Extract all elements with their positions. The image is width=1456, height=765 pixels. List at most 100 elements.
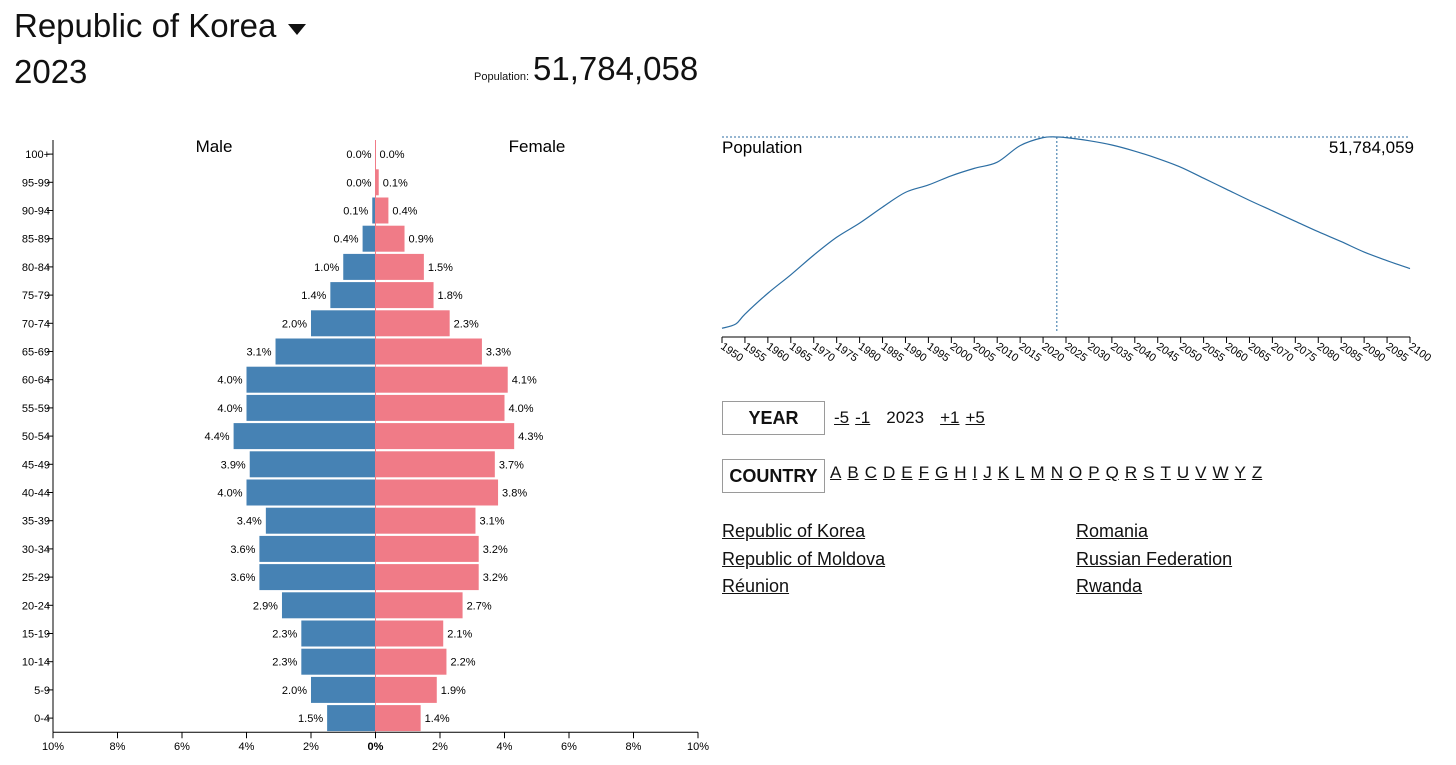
female-value-label: 3.8%: [502, 488, 527, 500]
male-bar: [259, 535, 376, 562]
year-button[interactable]: YEAR: [722, 401, 825, 435]
dropdown-caret-icon[interactable]: [288, 23, 307, 35]
age-group-label: 40-44: [22, 488, 50, 500]
male-value-label: 4.4%: [205, 431, 230, 443]
age-group-label: 85-89: [22, 234, 50, 246]
letter-link[interactable]: E: [901, 463, 913, 482]
age-group-label: 30-34: [22, 544, 50, 556]
letter-link[interactable]: F: [918, 463, 929, 482]
letter-link[interactable]: D: [882, 463, 896, 482]
letter-link[interactable]: Q: [1105, 463, 1119, 482]
letter-link[interactable]: V: [1195, 463, 1207, 482]
letter-link[interactable]: N: [1050, 463, 1063, 482]
country-link[interactable]: Réunion: [722, 576, 790, 596]
male-value-label: 4.0%: [217, 403, 242, 415]
age-group-label: 65-69: [22, 347, 50, 359]
letter-link[interactable]: H: [954, 463, 967, 482]
female-value-label: 3.2%: [483, 544, 508, 556]
age-group-label: 35-39: [22, 516, 50, 528]
letter-link[interactable]: B: [847, 463, 859, 482]
x-tick-label: 1970: [810, 341, 837, 365]
female-value-label: 4.1%: [512, 375, 537, 387]
female-value-label: 4.3%: [518, 431, 543, 443]
female-bar: [375, 676, 437, 703]
letter-link[interactable]: S: [1143, 463, 1155, 482]
country-link[interactable]: Rwanda: [1076, 576, 1143, 596]
x-tick-label: 1990: [902, 341, 929, 365]
x-tick-label: 2030: [1085, 341, 1112, 365]
year-minus1-link[interactable]: -1: [855, 408, 871, 427]
country-link[interactable]: Republic of Moldova: [722, 548, 886, 569]
x-tick-label: 2000: [948, 341, 975, 365]
letter-link[interactable]: Z: [1251, 463, 1263, 482]
year-plus5-link[interactable]: +5: [965, 408, 985, 427]
x-tick-label: 6%: [174, 741, 190, 753]
country-link[interactable]: Romania: [1076, 521, 1149, 541]
letter-link[interactable]: M: [1030, 463, 1045, 482]
x-tick-label: 2045: [1154, 341, 1181, 365]
x-tick-label: 1965: [787, 341, 814, 365]
female-value-label: 2.7%: [467, 600, 492, 612]
letter-link[interactable]: L: [1015, 463, 1025, 482]
male-value-label: 0.0%: [346, 177, 371, 189]
male-bar: [265, 507, 376, 534]
line-chart-title: Population: [722, 138, 802, 157]
age-group-label: 0-4: [34, 713, 50, 725]
female-value-label: 1.9%: [441, 685, 466, 697]
country-title[interactable]: Republic of Korea: [14, 4, 307, 48]
female-value-label: 0.1%: [383, 177, 408, 189]
x-tick-label: 2010: [993, 341, 1020, 365]
letter-link[interactable]: A: [830, 463, 842, 482]
female-bar: [375, 564, 479, 591]
year-plus1-link[interactable]: +1: [940, 408, 960, 427]
female-value-label: 0.0%: [380, 149, 405, 161]
letter-link[interactable]: G: [934, 463, 949, 482]
letter-link[interactable]: T: [1160, 463, 1171, 482]
female-value-label: 2.1%: [447, 629, 472, 641]
female-bar: [375, 282, 434, 309]
female-value-label: 2.3%: [454, 318, 479, 330]
male-value-label: 4.0%: [217, 488, 242, 500]
country-link[interactable]: Republic of Korea: [722, 521, 866, 541]
age-group-label: 90-94: [22, 206, 50, 218]
female-bar: [375, 592, 463, 619]
male-bar: [275, 338, 376, 365]
female-value-label: 3.7%: [499, 459, 524, 471]
age-group-label: 10-14: [22, 657, 50, 669]
male-value-label: 3.9%: [221, 459, 246, 471]
letter-link[interactable]: P: [1088, 463, 1100, 482]
letter-link[interactable]: W: [1212, 463, 1229, 482]
male-value-label: 2.3%: [272, 629, 297, 641]
letter-link[interactable]: I: [972, 463, 978, 482]
female-bar: [375, 479, 499, 506]
x-tick-label: 2020: [1039, 341, 1066, 365]
male-bar: [372, 197, 376, 224]
letter-link[interactable]: Y: [1234, 463, 1246, 482]
male-bar: [301, 648, 376, 675]
country-link[interactable]: Russian Federation: [1076, 548, 1233, 569]
letter-link[interactable]: R: [1124, 463, 1138, 482]
letter-link[interactable]: O: [1069, 463, 1083, 482]
x-tick-label: 1975: [833, 341, 860, 365]
country-button[interactable]: COUNTRY: [722, 459, 825, 493]
letter-link[interactable]: U: [1176, 463, 1190, 482]
year-current: 2023: [886, 408, 925, 427]
female-value-label: 0.9%: [409, 234, 434, 246]
letter-link[interactable]: J: [983, 463, 992, 482]
year-minus5-link[interactable]: -5: [834, 408, 850, 427]
age-group-label: 80-84: [22, 262, 50, 274]
female-bar: [375, 253, 424, 280]
age-group-label: 70-74: [22, 318, 50, 330]
male-bar: [246, 394, 376, 421]
male-value-label: 2.3%: [272, 657, 297, 669]
male-value-label: 4.0%: [217, 375, 242, 387]
letter-link[interactable]: K: [997, 463, 1010, 482]
female-value-label: 1.4%: [425, 713, 450, 725]
x-tick-label: 2090: [1360, 341, 1387, 365]
male-bar: [330, 282, 376, 309]
male-value-label: 3.4%: [237, 516, 262, 528]
letter-link[interactable]: C: [864, 463, 877, 482]
male-value-label: 0.0%: [346, 149, 371, 161]
x-tick-label: 1980: [856, 341, 883, 365]
